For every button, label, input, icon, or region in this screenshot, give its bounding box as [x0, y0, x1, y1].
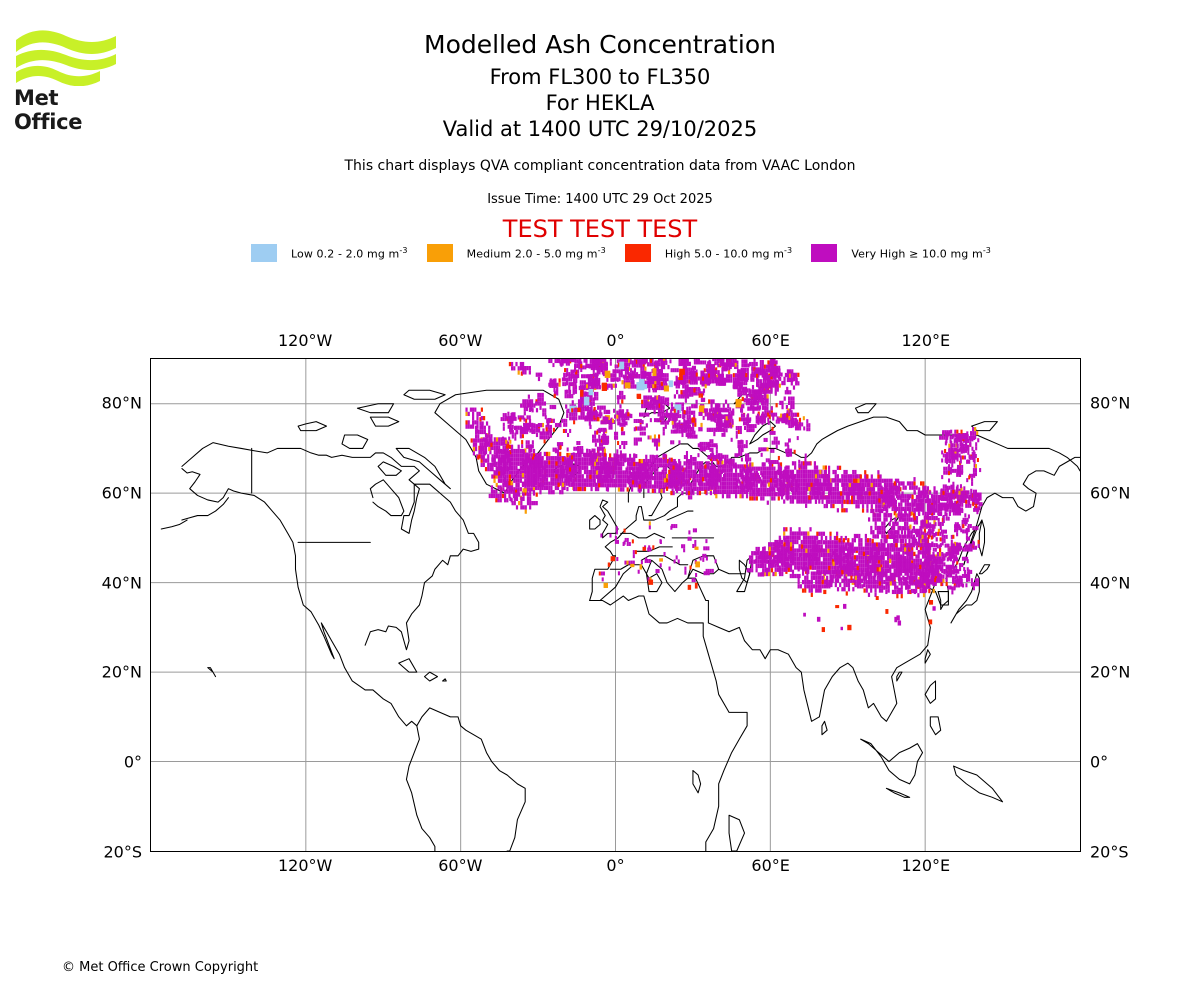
lat-tick-left-0: 0° — [123, 752, 142, 772]
legend-swatch-high — [624, 244, 651, 262]
legend-label-low: Low 0.2 - 2.0 mg m-3 — [291, 245, 408, 261]
logo-wordmark: Met Office — [14, 86, 83, 134]
issue-time: Issue Time: 1400 UTC 29 Oct 2025 — [487, 192, 713, 207]
legend-label-high: High 5.0 - 10.0 mg m-3 — [664, 245, 793, 261]
lat-tick-right-80N: 80°N — [1090, 393, 1131, 413]
volcano-name: For HEKLA — [545, 91, 655, 115]
lon-tick-0: 0° — [606, 331, 625, 350]
copyright-footer: © Met Office Crown Copyright — [62, 960, 259, 975]
valid-time: Valid at 1400 UTC 29/10/2025 — [442, 117, 758, 141]
lon-tick-120W: 120°W — [277, 331, 333, 350]
legend-item-high: High 5.0 - 10.0 mg m-3 — [624, 244, 793, 262]
qva-subtitle: This chart displays QVA compliant concen… — [344, 158, 856, 174]
met-office-waves-icon — [16, 30, 116, 87]
map-frame — [150, 358, 1081, 852]
legend-label-very-high: Very High ≥ 10.0 mg m-3 — [851, 245, 991, 261]
lon-tick-120E: 120°E — [901, 856, 951, 875]
legend-item-very-high: Very High ≥ 10.0 mg m-3 — [811, 244, 991, 262]
lat-tick-right-60N: 60°N — [1090, 483, 1131, 503]
lon-tick-60E: 60°E — [751, 856, 790, 875]
ash-concentration-map — [150, 358, 1081, 852]
lon-tick-60W: 60°W — [438, 331, 483, 350]
lon-tick-120W: 120°W — [277, 856, 333, 875]
lon-tick-120E: 120°E — [901, 331, 951, 350]
lon-tick-0: 0° — [606, 856, 625, 875]
lat-tick-left-80N: 80°N — [101, 393, 142, 413]
concentration-legend: Low 0.2 - 2.0 mg m-3 Medium 2.0 - 5.0 mg … — [251, 243, 991, 263]
legend-swatch-very-high — [811, 244, 838, 262]
lat-tick-right-20N: 20°N — [1090, 662, 1131, 682]
lat-tick-left-20N: 20°N — [101, 662, 142, 682]
lat-tick-right-40N: 40°N — [1090, 573, 1131, 593]
legend-item-medium: Medium 2.0 - 5.0 mg m-3 — [426, 244, 606, 262]
lat-tick-right-0: 0° — [1090, 752, 1109, 772]
lon-tick-60W: 60°W — [438, 856, 483, 875]
lon-tick-60E: 60°E — [751, 331, 790, 350]
lat-tick-left-20S: 20°S — [103, 842, 142, 862]
lat-tick-left-60N: 60°N — [101, 483, 142, 503]
lat-tick-right-20S: 20°S — [1090, 842, 1129, 862]
test-banner: TEST TEST TEST — [502, 215, 698, 243]
legend-swatch-medium — [426, 244, 453, 262]
ash-plume-layer — [465, 359, 983, 633]
legend-swatch-low — [251, 244, 277, 262]
flight-levels: From FL300 to FL350 — [489, 65, 711, 89]
legend-label-medium: Medium 2.0 - 5.0 mg m-3 — [466, 245, 606, 261]
lat-tick-left-40N: 40°N — [101, 573, 142, 593]
map-canvas — [151, 359, 1080, 851]
page-title: Modelled Ash Concentration — [424, 30, 776, 59]
met-office-logo: Met Office — [14, 26, 124, 134]
legend-item-low: Low 0.2 - 2.0 mg m-3 — [251, 244, 408, 262]
